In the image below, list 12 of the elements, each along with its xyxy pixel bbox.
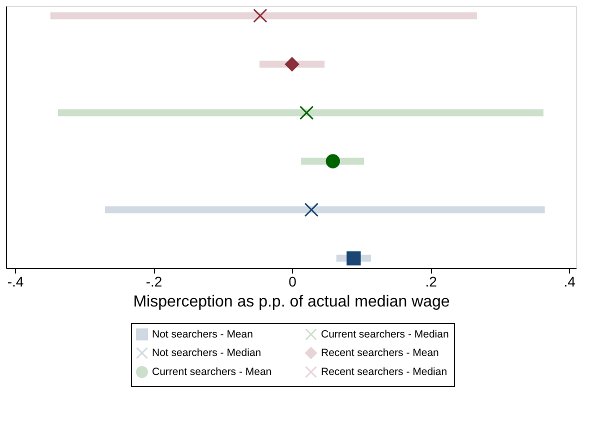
legend-label: Current searchers - Mean — [152, 366, 272, 378]
x-tick-label: -.2 — [146, 274, 162, 290]
legend-label: Not searchers - Mean — [152, 328, 254, 340]
legend-label: Not searchers - Median — [152, 347, 262, 359]
x-axis-title: Misperception as p.p. of actual median wage — [133, 294, 450, 310]
x-tick-label: -.4 — [7, 274, 24, 290]
x-tick-label: .4 — [564, 274, 576, 290]
x-tick-label: 0 — [288, 274, 297, 290]
legend-label: Current searchers - Median — [321, 328, 449, 340]
legend-label: Recent searchers - Mean — [321, 347, 440, 359]
x-tick-label: .2 — [425, 274, 438, 290]
legend-label: Recent searchers - Median — [321, 366, 448, 378]
